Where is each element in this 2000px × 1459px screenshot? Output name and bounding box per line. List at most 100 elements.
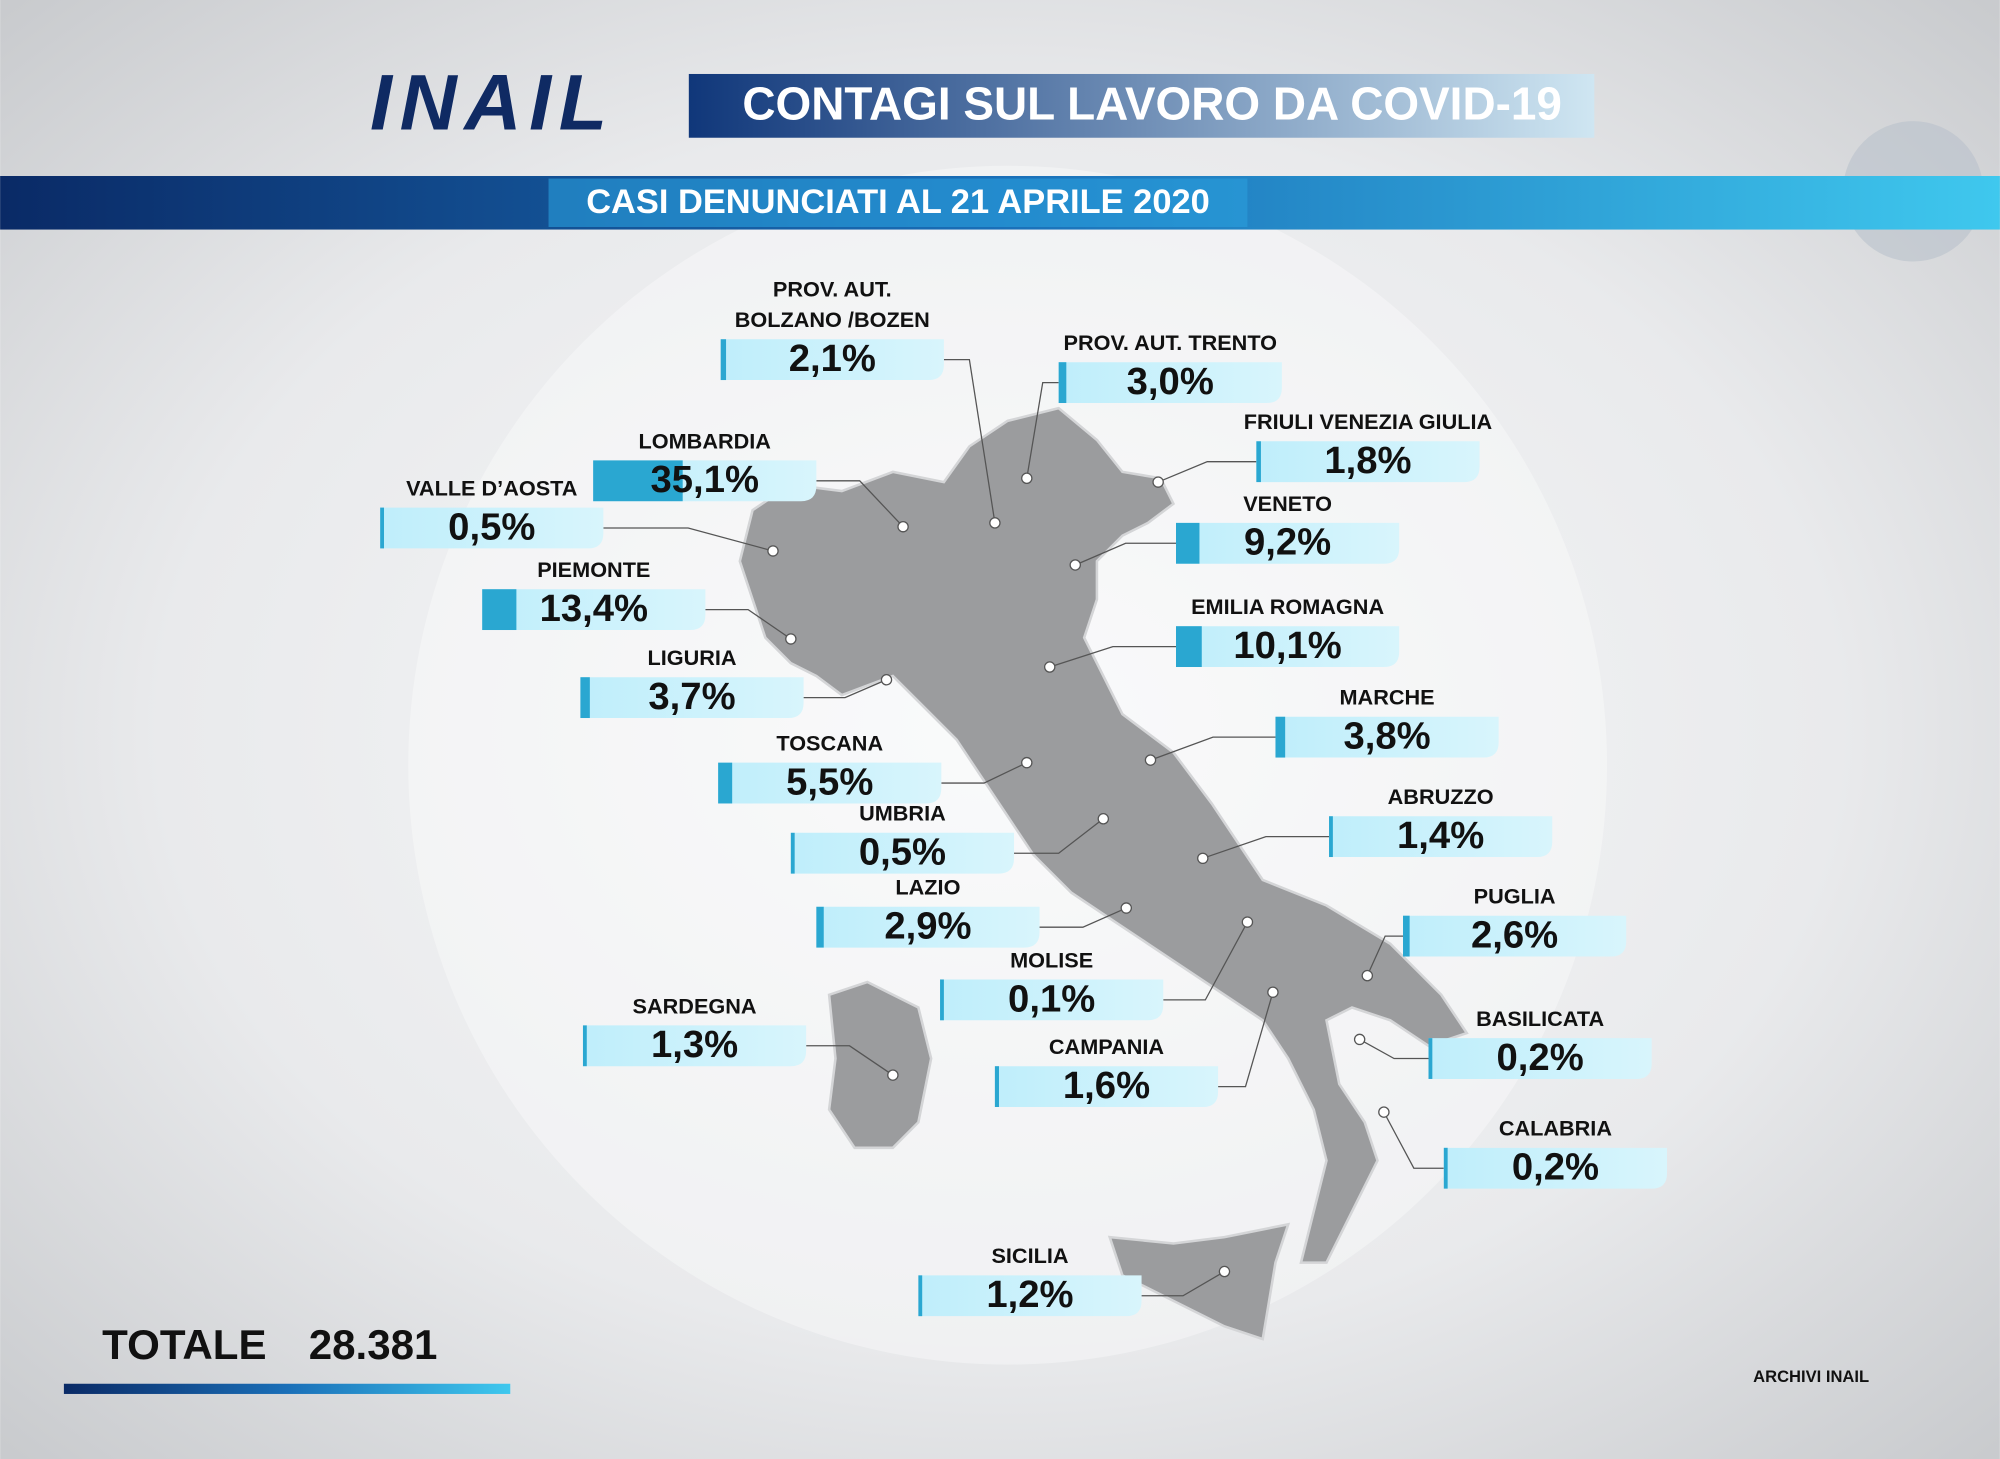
- leader-dot: [989, 517, 1001, 529]
- region-name: MOLISE: [1010, 947, 1093, 972]
- region-value: 3,0%: [1127, 360, 1214, 403]
- region-name: VENETO: [1243, 491, 1332, 516]
- mainland: [738, 406, 1469, 1264]
- leader-line: [1150, 736, 1276, 761]
- region-name: PROV. AUT. TRENTO: [1063, 330, 1277, 355]
- leader-dot: [880, 674, 893, 686]
- value-fill: [816, 906, 824, 948]
- leader-dot: [1353, 1033, 1366, 1046]
- value-box: [1275, 716, 1499, 758]
- value-fill: [1175, 626, 1202, 668]
- value-box: [580, 677, 804, 719]
- value-fill: [1403, 915, 1410, 957]
- region-name: LAZIO: [895, 875, 960, 900]
- total-value: 28.381: [309, 1321, 438, 1368]
- value-box: [1329, 816, 1553, 858]
- leader-dot: [1021, 472, 1033, 484]
- subtitle: CASI DENUNCIATI AL 21 APRILE 2020: [586, 183, 1210, 221]
- value-fill: [720, 339, 727, 381]
- region-value: 1,3%: [651, 1023, 738, 1066]
- region-value: 1,4%: [1397, 814, 1484, 857]
- leader-line: [1359, 1038, 1429, 1060]
- value-box: [994, 1066, 1219, 1108]
- value-fill: [918, 1275, 923, 1317]
- leader-dot: [1218, 1265, 1231, 1278]
- region-name: BOLZANO /BOZEN: [735, 307, 930, 332]
- leader-line: [816, 480, 904, 528]
- leader-line: [1074, 542, 1176, 566]
- leader-line: [941, 762, 1028, 784]
- value-box: [790, 832, 1015, 874]
- value-fill: [1058, 362, 1067, 404]
- leader-line: [1157, 461, 1257, 483]
- region-value: 0,1%: [1008, 977, 1095, 1020]
- leader-line: [1383, 1111, 1444, 1169]
- region-value: 1,2%: [986, 1273, 1073, 1316]
- leader-dot: [1361, 969, 1374, 982]
- value-fill: [582, 1025, 587, 1067]
- value-box: [1256, 441, 1480, 483]
- leader-dot: [1021, 756, 1033, 769]
- region-value: 0,2%: [1512, 1146, 1599, 1189]
- title-band: [688, 73, 1595, 138]
- leader-line: [803, 679, 887, 699]
- region-name: CAMPANIA: [1049, 1034, 1165, 1059]
- region-name: PIEMONTE: [537, 557, 650, 582]
- region-value: 1,6%: [1063, 1064, 1150, 1107]
- subtitle-box: [548, 178, 1248, 228]
- leader-dot: [1069, 559, 1081, 571]
- value-fill: [380, 507, 385, 549]
- leader-line: [705, 608, 792, 640]
- leader-dot: [1378, 1106, 1390, 1118]
- credit: ARCHIVI INAIL: [1753, 1367, 1869, 1386]
- value-box: [1175, 626, 1400, 668]
- region-name: SARDEGNA: [633, 993, 757, 1018]
- region-name: MARCHE: [1340, 685, 1435, 710]
- leader-dot: [897, 520, 909, 533]
- leader-dot: [887, 1069, 899, 1081]
- region-value: 10,1%: [1233, 624, 1341, 667]
- value-fill: [593, 460, 683, 502]
- region-value: 13,4%: [540, 587, 648, 630]
- leader-line: [1141, 1270, 1225, 1297]
- value-fill: [718, 762, 733, 804]
- region-name: PROV. AUT.: [773, 277, 892, 302]
- leader-line: [1049, 645, 1176, 668]
- region-name: TOSCANA: [776, 731, 883, 756]
- leader-dot: [1043, 661, 1056, 673]
- leader-line: [603, 527, 774, 552]
- leader-line: [1218, 992, 1274, 1088]
- value-fill: [1443, 1147, 1448, 1189]
- value-fill: [1256, 441, 1261, 483]
- leader-dot: [1144, 754, 1157, 766]
- value-fill: [1175, 522, 1200, 564]
- value-fill: [1329, 816, 1333, 858]
- region-value: 9,2%: [1244, 521, 1331, 564]
- value-box: [1175, 522, 1400, 564]
- region-value: 0,5%: [859, 831, 946, 874]
- region-labels: PROV. AUT. BOLZANO /BOZEN 2,1% PROV. AUT. T…: [380, 277, 1668, 1317]
- value-box: [1428, 1038, 1652, 1079]
- leader-line: [1039, 907, 1127, 928]
- leader-line: [806, 1045, 894, 1076]
- region-value: 3,7%: [648, 675, 735, 718]
- sicily: [1107, 1222, 1291, 1341]
- value-box: [582, 1025, 807, 1067]
- value-box: [940, 979, 1164, 1021]
- region-value: 5,5%: [786, 760, 873, 803]
- value-fill: [994, 1066, 999, 1108]
- value-fill: [580, 677, 590, 719]
- region-value: 3,8%: [1343, 715, 1430, 758]
- leader-dot: [1097, 813, 1110, 825]
- value-box: [482, 589, 706, 631]
- total-label: TOTALE: [102, 1321, 266, 1368]
- region-value: 35,1%: [651, 458, 759, 501]
- region-name: FRIULI VENEZIA GIULIA: [1244, 409, 1493, 434]
- region-name: PUGLIA: [1474, 884, 1556, 909]
- value-box: [1403, 915, 1627, 957]
- region-value: 2,6%: [1471, 913, 1558, 956]
- leader-dot: [767, 545, 779, 557]
- value-box: [720, 339, 944, 381]
- leader-line: [1366, 935, 1404, 976]
